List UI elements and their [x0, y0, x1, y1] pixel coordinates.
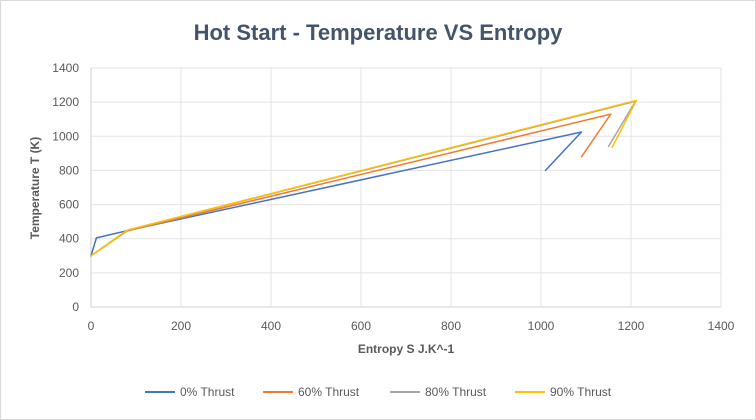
legend-item: 0% Thrust	[145, 385, 235, 399]
y-tick-label: 600	[59, 198, 79, 212]
legend-label: 60% Thrust	[298, 385, 360, 399]
legend-item: 90% Thrust	[515, 385, 612, 399]
x-axis-label: Entropy S J.K^-1	[358, 342, 455, 356]
y-axis-label: Temperature T (K)	[28, 137, 42, 239]
legend-label: 0% Thrust	[180, 385, 235, 399]
x-tick-label: 200	[171, 319, 191, 333]
x-tick-label: 0	[88, 319, 95, 333]
grid-layer	[90, 67, 722, 308]
x-tick-label: 400	[261, 319, 281, 333]
series-line-60-thrust	[90, 113, 612, 257]
legend: 0% Thrust 60% Thrust 80% Thrust 90% Thrust	[145, 385, 612, 399]
y-tick-label: 200	[59, 266, 79, 280]
y-tick-label: 1000	[52, 129, 79, 143]
chart-title: Hot Start - Temperature VS Entropy	[194, 20, 564, 45]
x-tick-label: 600	[351, 319, 371, 333]
x-tick-label: 800	[441, 319, 461, 333]
y-tick-label: 400	[59, 232, 79, 246]
legend-item: 80% Thrust	[390, 385, 487, 399]
series-line-0-thrust	[90, 131, 583, 257]
legend-item: 60% Thrust	[263, 385, 360, 399]
x-tick-label: 1400	[708, 319, 735, 333]
y-tick-label: 1200	[52, 95, 79, 109]
y-tick-label: 1400	[52, 61, 79, 75]
legend-label: 90% Thrust	[550, 385, 612, 399]
y-tick-label: 0	[72, 300, 79, 314]
x-tick-label: 1200	[618, 319, 645, 333]
series-layer	[90, 99, 638, 257]
legend-label: 80% Thrust	[425, 385, 487, 399]
series-line-90-thrust	[90, 99, 638, 257]
y-tick-label: 800	[59, 163, 79, 177]
x-tick-label: 1000	[528, 319, 555, 333]
axis-layer: 0 200 400 600 800 1000 1200 1400 0 200 400 600 800 10…	[52, 61, 734, 333]
series-line-80-thrust	[90, 100, 637, 257]
